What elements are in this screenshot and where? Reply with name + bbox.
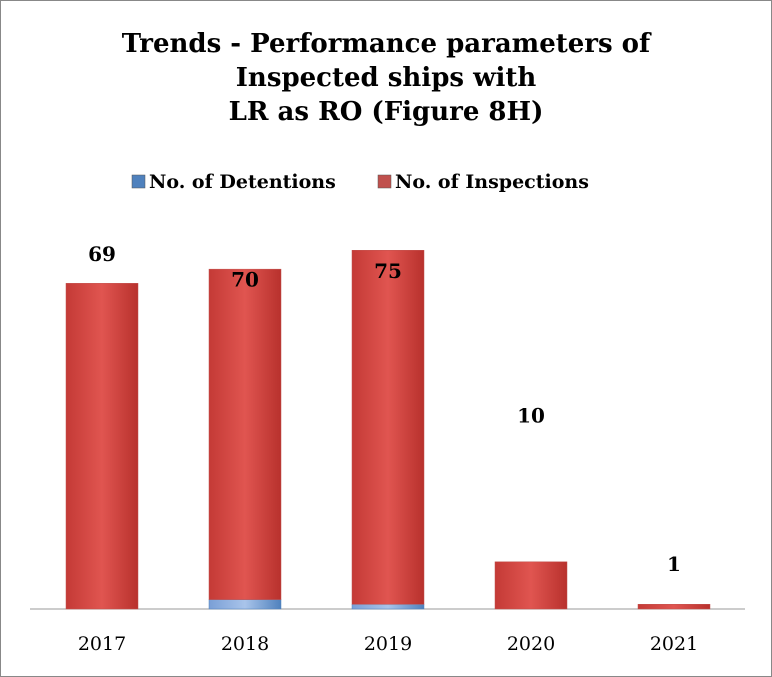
legend-label: No. of Inspections [395, 171, 589, 193]
value-label: 0 [667, 574, 681, 598]
x-tick-label: 2020 [507, 633, 555, 655]
value-label: 70 [231, 268, 259, 292]
chart-title: LR as RO (Figure 8H) [229, 97, 544, 127]
bar-segment [208, 599, 282, 610]
chart-title: Trends - Performance parameters of [122, 29, 652, 59]
x-tick-label: 2018 [221, 633, 269, 655]
legend-label: No. of Detentions [149, 171, 336, 193]
x-tick-label: 2019 [364, 633, 412, 655]
bar-segment [65, 283, 139, 610]
value-label: 10 [517, 403, 545, 427]
x-tick-label: 2017 [78, 633, 126, 655]
chart-title: Inspected ships with [236, 63, 537, 93]
value-label: 75 [374, 259, 402, 283]
bar-segment [208, 268, 282, 600]
legend-swatch [131, 174, 146, 189]
value-label: 1 [667, 552, 681, 576]
bar-segment [637, 604, 711, 610]
value-label: 69 [88, 242, 116, 266]
x-tick-label: 2021 [650, 633, 698, 655]
bar-segment [351, 250, 425, 605]
bar-segment [351, 604, 425, 610]
legend-swatch [377, 174, 392, 189]
bar-segment [494, 561, 568, 610]
